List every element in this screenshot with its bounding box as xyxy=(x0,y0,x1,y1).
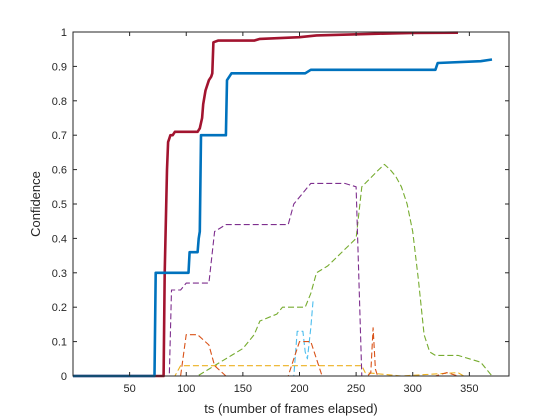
series-line-0 xyxy=(73,31,459,378)
x-tick-label: 100 xyxy=(177,383,195,395)
y-tick-label: 0.3 xyxy=(52,268,67,280)
y-tick-label: 0.9 xyxy=(52,61,67,73)
y-tick-label: 0.1 xyxy=(52,337,67,349)
y-tick-label: 0.5 xyxy=(52,199,67,211)
x-tick-label: 350 xyxy=(460,383,478,395)
series-line-3 xyxy=(73,182,363,377)
series-line-2 xyxy=(73,163,493,377)
x-tick-label: 200 xyxy=(290,383,308,395)
series-layer xyxy=(73,31,493,378)
x-tick-label: 50 xyxy=(123,383,135,395)
y-tick-label: 0.6 xyxy=(52,165,67,177)
y-axis-label: Confidence xyxy=(28,171,43,237)
y-tick-label: 0.7 xyxy=(52,130,67,142)
x-axis-label: ts (number of frames elapsed) xyxy=(204,401,377,416)
plot-background xyxy=(73,32,509,376)
x-tick-label: 250 xyxy=(347,383,365,395)
y-tick-label: 1 xyxy=(61,27,67,39)
x-tick-label: 300 xyxy=(404,383,422,395)
y-tick-label: 0.4 xyxy=(52,233,67,245)
series-line-1 xyxy=(73,58,493,378)
y-tick-label: 0.8 xyxy=(52,96,67,108)
y-tick-label: 0 xyxy=(61,371,67,383)
axes-layer: 50 100 150 200 250 300 350 0 0.1 0.2 0.3 0.4 0.5 0.6 0… xyxy=(52,27,510,395)
y-tick-label: 0.2 xyxy=(52,302,67,314)
x-tick-label: 150 xyxy=(234,383,252,395)
series-line-4 xyxy=(73,365,464,377)
